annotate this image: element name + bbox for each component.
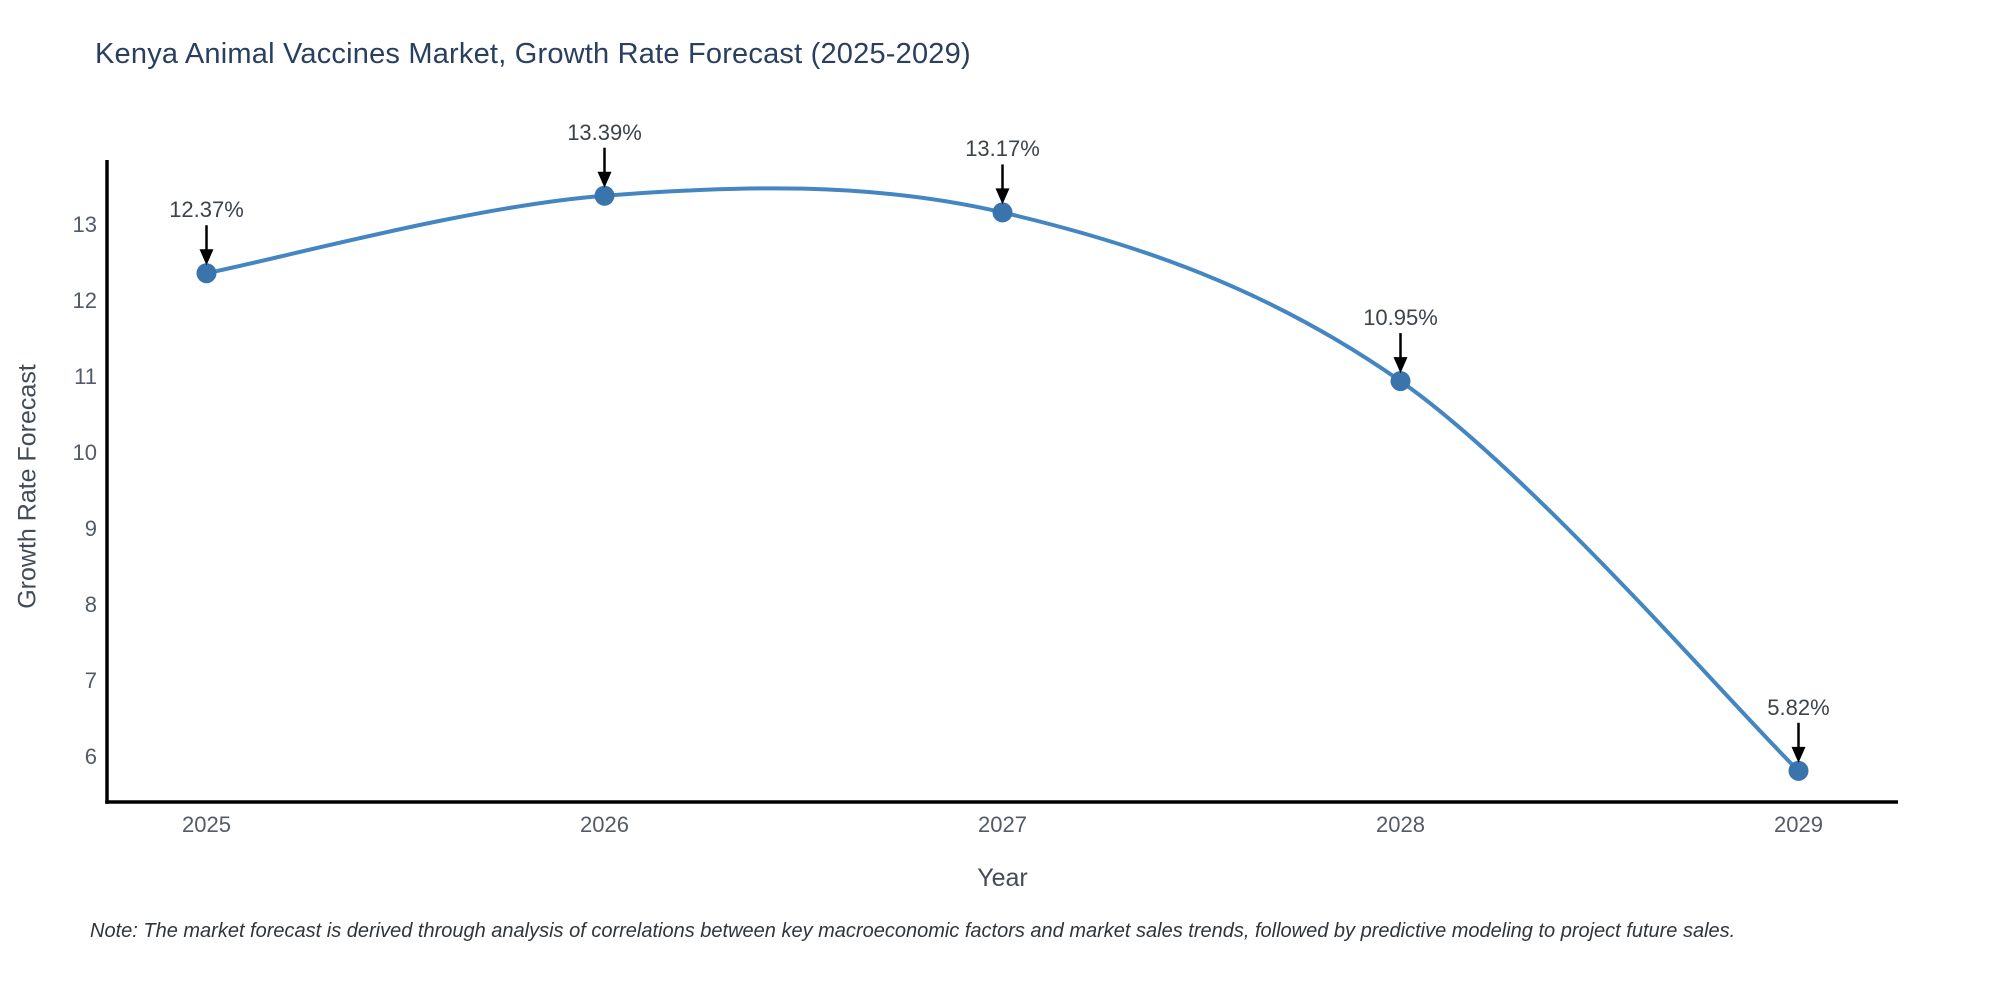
forecast-line — [206, 186, 1800, 773]
y-tick-label: 6 — [84, 744, 97, 770]
annotation-arrow-head — [199, 249, 214, 266]
data-point-marker[interactable] — [1788, 760, 1809, 781]
y-tick-label: 10 — [72, 440, 97, 466]
point-annotation: 10.95% — [1363, 305, 1438, 331]
data-point-marker[interactable] — [1390, 371, 1411, 392]
annotation-arrow-head — [597, 171, 612, 188]
point-annotation: 13.39% — [567, 119, 642, 145]
x-tick-label: 2027 — [978, 812, 1027, 837]
data-point-marker[interactable] — [594, 185, 615, 206]
point-annotation: 5.82% — [1767, 694, 1830, 720]
y-tick-label: 8 — [84, 592, 97, 618]
y-tick-label: 11 — [74, 364, 97, 390]
chart-title: Kenya Animal Vaccines Market, Growth Rat… — [95, 38, 971, 70]
y-tick-label: 12 — [72, 288, 97, 314]
footnote: Note: The market forecast is derived thr… — [90, 920, 1736, 942]
data-point-marker[interactable] — [196, 263, 217, 284]
y-tick-label: 9 — [84, 516, 97, 542]
y-tick-label: 7 — [84, 668, 97, 694]
x-tick-label: 2029 — [1774, 812, 1823, 837]
x-tick-label: 2025 — [182, 812, 231, 837]
annotation-arrow-head — [1791, 746, 1806, 763]
x-tick-label: 2028 — [1376, 812, 1425, 837]
annotation-arrow-head — [995, 188, 1010, 205]
y-tick-label: 13 — [72, 212, 97, 238]
x-axis-title: Year — [977, 864, 1028, 892]
point-annotation: 13.17% — [965, 136, 1040, 162]
point-annotation: 12.37% — [169, 197, 244, 223]
data-point-marker[interactable] — [992, 202, 1013, 223]
annotation-arrow-head — [1393, 357, 1408, 374]
x-tick-label: 2026 — [580, 812, 629, 837]
